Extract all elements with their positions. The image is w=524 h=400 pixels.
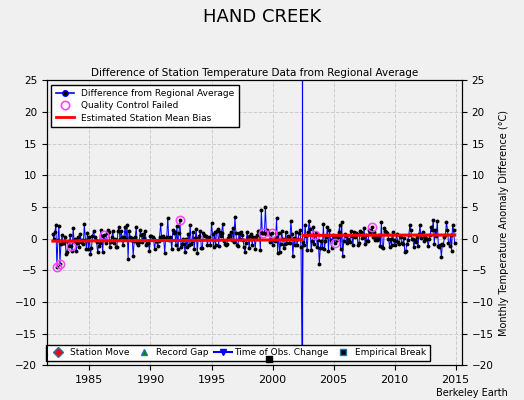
Text: Berkeley Earth: Berkeley Earth xyxy=(436,388,508,398)
Title: Difference of Station Temperature Data from Regional Average: Difference of Station Temperature Data f… xyxy=(91,68,418,78)
Text: HAND CREEK: HAND CREEK xyxy=(203,8,321,26)
Y-axis label: Monthly Temperature Anomaly Difference (°C): Monthly Temperature Anomaly Difference (… xyxy=(499,110,509,336)
Legend: Station Move, Record Gap, Time of Obs. Change, Empirical Break: Station Move, Record Gap, Time of Obs. C… xyxy=(46,344,430,361)
